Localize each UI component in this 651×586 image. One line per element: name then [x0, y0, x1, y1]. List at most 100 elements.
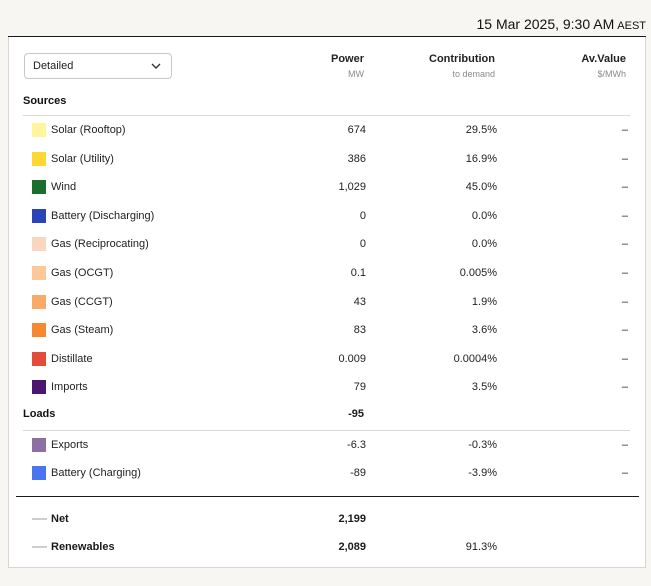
row-power: 0.1	[350, 267, 366, 279]
table-row[interactable]: Battery (Charging) -89 -3.9% –	[9, 464, 647, 484]
color-swatch-icon	[32, 466, 46, 480]
column-header-power: Power MW	[331, 53, 364, 79]
row-name: Distillate	[51, 352, 93, 365]
header-divider	[8, 36, 646, 37]
row-contribution: 3.5%	[471, 381, 497, 394]
row-name: Battery (Discharging)	[51, 209, 155, 222]
row-name: Gas (OCGT)	[51, 267, 114, 279]
row-power: 0.009	[338, 352, 366, 365]
row-name: Exports	[51, 439, 89, 451]
interval-timestamp: 15 Mar 2025, 9:30 AM AEST	[477, 16, 647, 32]
row-power: 1,029	[338, 181, 366, 194]
summary-row-renewables[interactable]: Renewables 2,089 91.3%	[9, 538, 647, 558]
table-row[interactable]: Battery (Discharging) 0 0.0% –	[9, 207, 647, 227]
row-name: Battery (Charging)	[51, 467, 141, 479]
summary-row-net[interactable]: Net 2,199	[9, 510, 647, 530]
row-contribution: 16.9%	[465, 152, 497, 165]
table-row[interactable]: Gas (Steam) 83 3.6% –	[9, 321, 647, 341]
table-row[interactable]: Exports -6.3 -0.3% –	[9, 436, 647, 456]
color-swatch-icon	[32, 438, 46, 452]
row-avvalue: –	[621, 181, 628, 194]
row-avvalue: –	[621, 238, 628, 251]
row-avvalue: –	[621, 381, 628, 394]
color-swatch-icon	[32, 294, 46, 309]
column-title-contribution: Contribution	[429, 53, 495, 65]
row-contribution: 3.6%	[471, 324, 497, 337]
row-avvalue: –	[621, 124, 628, 136]
loads-total-power: -95	[348, 408, 364, 420]
row-avvalue: –	[621, 439, 628, 451]
row-contribution: 0.0%	[471, 209, 497, 222]
row-power: 0	[359, 209, 366, 222]
summary-power: 2,199	[338, 513, 366, 525]
column-header-avvalue: Av.Value $/MWh	[581, 53, 626, 79]
row-power: 43	[353, 295, 366, 308]
color-swatch-icon	[32, 123, 46, 137]
row-power: 83	[353, 324, 366, 337]
renewables-line-icon	[32, 546, 47, 548]
table-row[interactable]: Distillate 0.009 0.0004% –	[9, 350, 647, 370]
top-bar: 15 Mar 2025, 9:30 AM AEST	[0, 0, 651, 37]
loads-divider	[23, 430, 630, 431]
view-mode-value: Detailed	[33, 60, 74, 72]
row-name: Solar (Rooftop)	[51, 124, 126, 136]
sources-section-label: Sources	[23, 95, 67, 107]
row-contribution: -0.3%	[468, 439, 497, 451]
row-power: 79	[353, 381, 366, 394]
row-avvalue: –	[621, 152, 628, 165]
row-contribution: -3.9%	[468, 467, 497, 479]
row-power: 0	[359, 238, 366, 251]
color-swatch-icon	[32, 151, 46, 166]
column-unit-power: MW	[348, 69, 364, 79]
column-title-power: Power	[330, 53, 364, 65]
row-avvalue: –	[621, 324, 628, 337]
generation-table-panel: Detailed Power MW Contribution to demand…	[8, 37, 646, 568]
table-row[interactable]: Imports 79 3.5% –	[9, 378, 647, 398]
row-power: -6.3	[347, 439, 366, 451]
row-avvalue: –	[621, 209, 628, 222]
row-name: Imports	[51, 381, 88, 394]
color-swatch-icon	[32, 380, 46, 395]
color-swatch-icon	[32, 323, 46, 338]
summary-divider	[16, 496, 639, 497]
row-contribution: 45.0%	[465, 181, 497, 194]
color-swatch-icon	[32, 266, 46, 280]
color-swatch-icon	[32, 180, 46, 195]
timezone-label: AEST	[617, 20, 646, 32]
table-row[interactable]: Gas (CCGT) 43 1.9% –	[9, 293, 647, 313]
loads-section-label: Loads	[23, 408, 56, 420]
sources-divider	[23, 115, 630, 116]
color-swatch-icon	[32, 351, 46, 366]
summary-power: 2,089	[338, 541, 366, 553]
row-contribution: 0.0004%	[453, 352, 497, 365]
table-row[interactable]: Gas (OCGT) 0.1 0.005% –	[9, 264, 647, 284]
table-row[interactable]: Solar (Rooftop) 674 29.5% –	[9, 121, 647, 141]
column-unit-contribution: to demand	[452, 69, 495, 79]
row-power: -89	[350, 467, 366, 479]
table-row[interactable]: Gas (Reciprocating) 0 0.0% –	[9, 235, 647, 255]
color-swatch-icon	[32, 237, 46, 252]
row-avvalue: –	[621, 467, 628, 479]
row-name: Gas (CCGT)	[51, 295, 113, 308]
row-name: Gas (Steam)	[51, 324, 114, 337]
row-contribution: 29.5%	[465, 124, 497, 136]
row-name: Wind	[51, 181, 77, 194]
timestamp-text: 15 Mar 2025, 9:30 AM	[476, 16, 615, 32]
row-name: Solar (Utility)	[51, 152, 114, 165]
color-swatch-icon	[32, 208, 46, 223]
row-power: 674	[347, 124, 366, 136]
column-title-avvalue: Av.Value	[581, 53, 626, 65]
column-header-contribution: Contribution to demand	[429, 53, 495, 79]
table-row[interactable]: Solar (Utility) 386 16.9% –	[9, 150, 647, 170]
chevron-down-icon	[151, 63, 161, 69]
row-avvalue: –	[621, 352, 628, 365]
table-row[interactable]: Wind 1,029 45.0% –	[9, 178, 647, 198]
row-contribution: 1.9%	[471, 295, 497, 308]
column-unit-avvalue: $/MWh	[597, 69, 626, 79]
row-name: Gas (Reciprocating)	[51, 238, 149, 251]
summary-name: Net	[51, 513, 69, 525]
view-mode-select[interactable]: Detailed	[24, 53, 172, 79]
summary-contribution: 91.3%	[465, 541, 497, 553]
row-contribution: 0.005%	[459, 267, 497, 279]
row-avvalue: –	[621, 267, 628, 279]
